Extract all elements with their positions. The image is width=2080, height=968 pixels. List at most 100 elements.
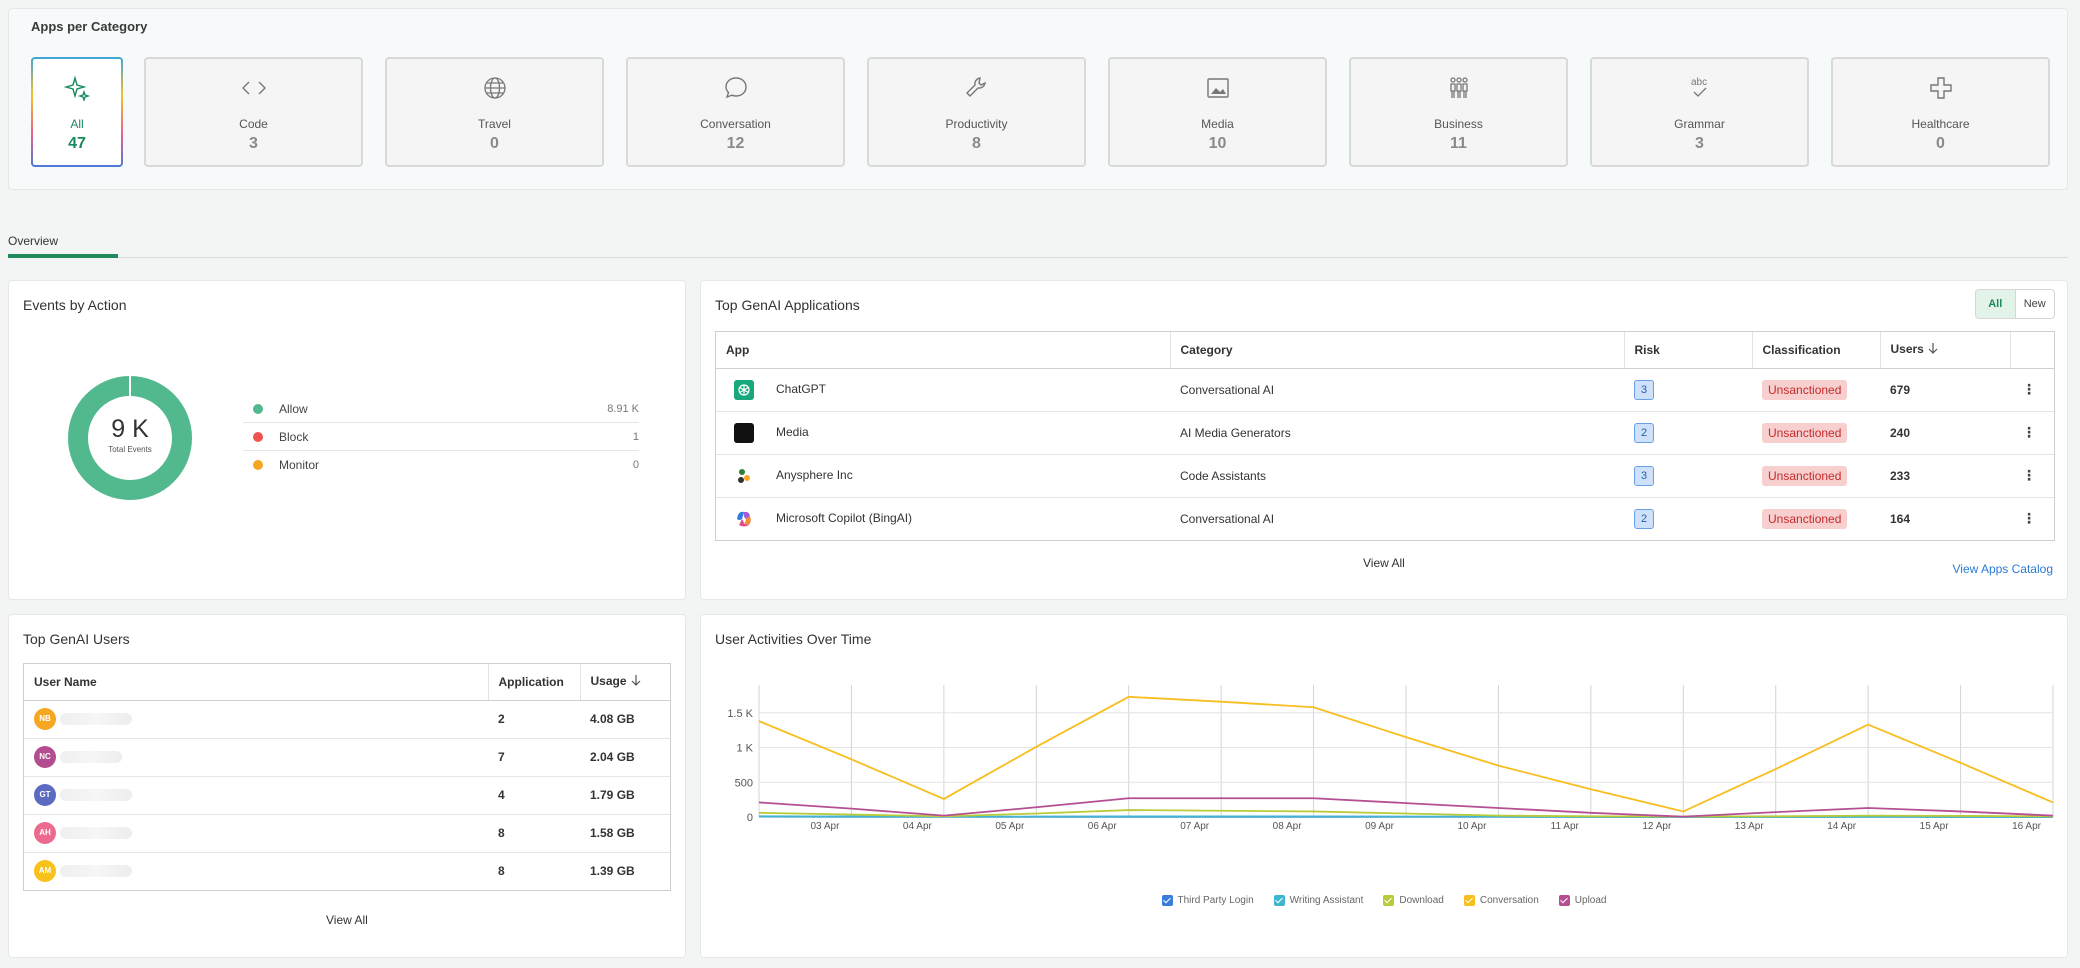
app-name: Anysphere Inc xyxy=(776,467,853,482)
avatar: NB xyxy=(34,708,56,730)
usage-value: 1.79 GB xyxy=(580,776,670,815)
redacted-user-name xyxy=(60,865,132,878)
more-options-icon[interactable]: ⋮ xyxy=(2022,510,2036,527)
app-category: Conversational AI xyxy=(1170,368,1624,412)
events-donut-chart: 9 K Total Events xyxy=(65,373,195,503)
table-row[interactable]: AH 8 1.58 GB xyxy=(24,814,670,853)
table-row[interactable]: Media AI Media Generators 2 Unsanctioned… xyxy=(716,411,2054,455)
user-activities-panel: User Activities Over Time 0 500 1 K 1.5 K 03… xyxy=(700,614,2068,958)
users-count: 164 xyxy=(1890,511,1911,526)
globe-icon xyxy=(387,75,602,101)
category-card-conversation[interactable]: Conversation 12 xyxy=(626,57,845,167)
risk-badge: 2 xyxy=(1634,508,1654,529)
table-row[interactable]: GT 4 1.79 GB xyxy=(24,776,670,815)
usage-value: 2.04 GB xyxy=(580,738,670,777)
category-count: 8 xyxy=(972,135,981,152)
toggle-all-button[interactable]: All xyxy=(1976,290,2016,318)
top-apps-table: App Category Risk Classification Users C… xyxy=(715,331,2055,541)
legend-item-writing-assistant[interactable]: Writing Assistant xyxy=(1273,895,1363,906)
x-tick-label: 15 Apr xyxy=(1920,821,1950,832)
series-line-download xyxy=(758,809,2054,818)
classification-badge: Unsanctioned xyxy=(1762,465,1848,486)
user-activities-line-chart: 0 500 1 K 1.5 K 03 Apr 04 Apr 05 Apr 06 Apr 07 A… xyxy=(727,685,2054,832)
category-card-business[interactable]: Business 11 xyxy=(1349,57,1568,167)
chatgpt-logo-icon xyxy=(734,379,754,400)
category-card-travel[interactable]: Travel 0 xyxy=(385,57,604,167)
legend-item-download[interactable]: Download xyxy=(1383,895,1444,906)
category-card-code[interactable]: Code 3 xyxy=(144,57,363,167)
checkbox-icon xyxy=(1161,895,1173,906)
svg-text:abc: abc xyxy=(1691,77,1707,88)
category-label: Productivity xyxy=(945,117,1008,131)
x-tick-label: 11 Apr xyxy=(1551,821,1580,832)
column-header-actions xyxy=(2010,332,2054,369)
column-header-users[interactable]: Users xyxy=(1880,332,2011,369)
chart-legend: Third Party Login Writing Assistant Down… xyxy=(701,895,2067,906)
table-row[interactable]: NC 7 2.04 GB xyxy=(24,738,670,777)
chat-bubble-icon xyxy=(628,75,843,101)
legend-item-conversation[interactable]: Conversation xyxy=(1463,895,1539,906)
x-tick-label: 05 Apr xyxy=(995,821,1025,832)
table-row[interactable]: Microsoft Copilot (BingAI) Conversationa… xyxy=(716,497,2054,540)
classification-badge: Unsanctioned xyxy=(1762,422,1848,443)
column-header-app[interactable]: App xyxy=(716,332,1171,369)
tab-overview[interactable]: Overview xyxy=(8,234,118,258)
classification-badge: Unsanctioned xyxy=(1762,379,1848,400)
users-count: 679 xyxy=(1880,368,2010,412)
view-all-apps-link[interactable]: View All xyxy=(1363,556,1405,570)
user-activities-title: User Activities Over Time xyxy=(715,631,872,647)
table-row[interactable]: ChatGPT Conversational AI 3 Unsanctioned… xyxy=(716,368,2054,412)
more-options-icon[interactable]: ⋮ xyxy=(2022,424,2036,440)
app-category: Code Assistants xyxy=(1170,454,1624,498)
legend-row-allow: Allow 8.91 K xyxy=(243,395,639,423)
category-card-healthcare[interactable]: Healthcare 0 xyxy=(1831,57,2050,167)
table-row[interactable]: NB 2 4.08 GB xyxy=(24,700,670,739)
y-tick-label: 1.5 K xyxy=(727,708,753,720)
risk-badge: 3 xyxy=(1634,379,1654,400)
category-card-grammar[interactable]: abc Grammar 3 xyxy=(1590,57,1809,167)
category-count: 0 xyxy=(490,135,499,152)
app-category: AI Media Generators xyxy=(1170,411,1624,455)
column-header-application[interactable]: Application xyxy=(488,664,581,701)
view-all-users-link[interactable]: View All xyxy=(326,913,368,927)
avatar: AM xyxy=(34,860,56,883)
table-row[interactable]: Anysphere Inc Code Assistants 3 Unsancti… xyxy=(716,454,2054,498)
app-name: Microsoft Copilot (BingAI) xyxy=(776,510,913,525)
category-label: All xyxy=(70,117,84,131)
users-count: 233 xyxy=(1880,454,2010,498)
series-line-upload xyxy=(758,797,2054,818)
category-count: 3 xyxy=(249,135,258,152)
table-row[interactable]: AM 8 1.39 GB xyxy=(24,852,670,890)
legend-item-upload[interactable]: Upload xyxy=(1558,895,1607,906)
column-header-category[interactable]: Category xyxy=(1170,332,1625,369)
category-count: 0 xyxy=(1936,135,1945,152)
more-options-icon[interactable]: ⋮ xyxy=(2022,467,2036,483)
legend-item-third-party-login[interactable]: Third Party Login xyxy=(1161,895,1254,906)
category-card-all[interactable]: All 47 xyxy=(31,57,123,167)
redacted-user-name xyxy=(60,827,132,839)
people-icon xyxy=(1351,75,1566,101)
column-header-user-name[interactable]: User Name xyxy=(24,664,489,701)
category-count: 47 xyxy=(68,135,86,152)
category-card-media[interactable]: Media 10 xyxy=(1108,57,1327,167)
view-apps-catalog-link[interactable]: View Apps Catalog xyxy=(1952,562,2053,576)
apps-per-category-panel: Apps per Category All 47 Code 3 Travel 0… xyxy=(8,8,2068,190)
app-name: Media xyxy=(776,424,809,439)
legend-label: Third Party Login xyxy=(1177,895,1254,906)
toggle-new-button[interactable]: New xyxy=(2023,298,2046,310)
category-count: 10 xyxy=(1208,135,1227,152)
avatar: AH xyxy=(34,822,56,844)
column-header-risk[interactable]: Risk xyxy=(1624,332,1753,369)
avatar: NC xyxy=(34,746,56,768)
more-options-icon[interactable]: ⋮ xyxy=(2022,381,2036,397)
category-card-productivity[interactable]: Productivity 8 xyxy=(867,57,1086,167)
category-label: Grammar xyxy=(1674,117,1725,131)
monitor-dot xyxy=(253,460,263,470)
media-logo-icon xyxy=(734,422,754,443)
y-tick-label: 0 xyxy=(747,812,753,824)
column-header-classification[interactable]: Classification xyxy=(1752,332,1881,369)
column-header-usage[interactable]: Usage xyxy=(580,664,670,701)
category-count: 3 xyxy=(1695,135,1704,152)
sort-arrow-down-icon xyxy=(630,674,642,689)
legend-row-monitor: Monitor 0 xyxy=(243,451,639,479)
